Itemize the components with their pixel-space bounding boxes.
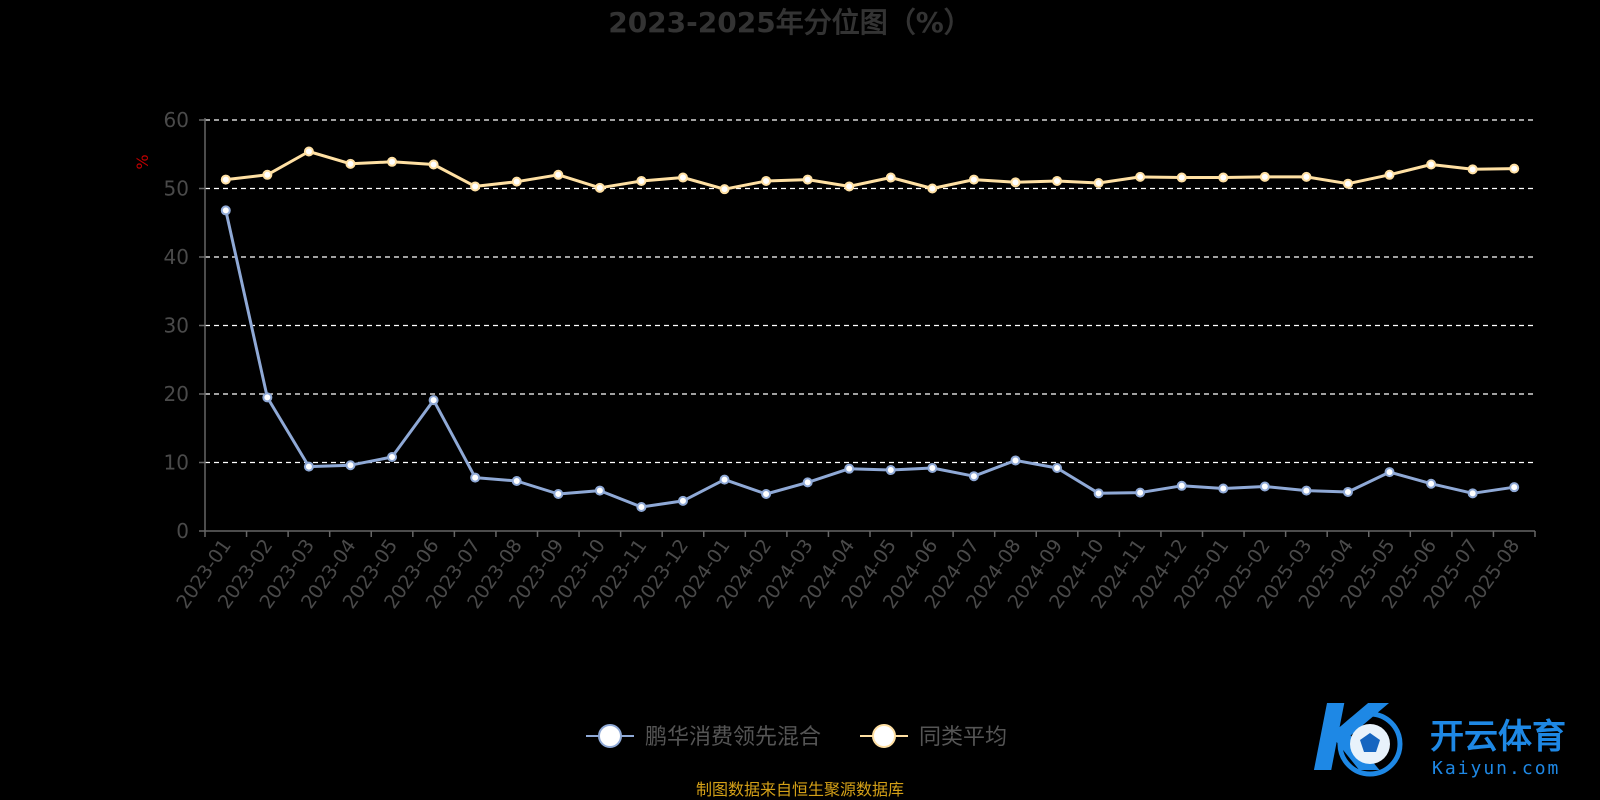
data-point-series-1[interactable]	[1426, 478, 1437, 489]
data-point-series-2[interactable]	[1467, 164, 1478, 175]
data-point-series-2[interactable]	[1093, 178, 1104, 189]
chart-title: 2023-2025年分位图（%）	[608, 6, 972, 39]
y-axis-ticks: 0 10 20 30 40 50 60	[164, 108, 205, 543]
data-point-series-1[interactable]	[885, 465, 896, 476]
data-point-series-1[interactable]	[387, 452, 398, 463]
data-point-series-1[interactable]	[594, 485, 605, 496]
data-point-series-1[interactable]	[511, 475, 522, 486]
data-point-series-2[interactable]	[428, 159, 439, 170]
data-point-series-2[interactable]	[594, 182, 605, 193]
data-point-series-2[interactable]	[1301, 171, 1312, 182]
data-point-series-1[interactable]	[553, 489, 564, 500]
data-point-series-2[interactable]	[220, 174, 231, 185]
data-point-series-1[interactable]	[968, 471, 979, 482]
data-point-series-2[interactable]	[1010, 177, 1021, 188]
data-point-series-1[interactable]	[927, 462, 938, 473]
kaiyun-logo-icon: K	[1312, 685, 1403, 792]
data-point-series-2[interactable]	[844, 181, 855, 192]
legend-label-series-2: 同类平均	[919, 725, 1007, 750]
data-source-note: 制图数据来自恒生聚源数据库	[696, 780, 904, 799]
y-axis-unit-label: %	[133, 154, 152, 169]
data-point-series-1[interactable]	[1467, 488, 1478, 499]
data-point-series-1[interactable]	[761, 489, 772, 500]
data-point-series-1[interactable]	[1093, 488, 1104, 499]
data-point-series-2[interactable]	[927, 183, 938, 194]
data-point-series-1[interactable]	[677, 495, 688, 506]
series-line-2	[225, 150, 1515, 191]
data-point-series-2[interactable]	[761, 175, 772, 186]
y-tick-label: 40	[164, 245, 189, 269]
data-point-series-2[interactable]	[387, 156, 398, 167]
data-point-series-1[interactable]	[470, 472, 481, 483]
data-point-series-1[interactable]	[1301, 485, 1312, 496]
data-point-series-1[interactable]	[719, 474, 730, 485]
watermark-text-cn: 开云体育	[1430, 717, 1566, 757]
data-point-series-2[interactable]	[719, 184, 730, 195]
data-point-series-1[interactable]	[303, 461, 314, 472]
grid-lines	[205, 119, 1535, 464]
data-point-series-1[interactable]	[1384, 467, 1395, 478]
series-line-1	[224, 210, 1515, 509]
watermark-logo: K 开云体育 Kaiyun.com	[1312, 685, 1566, 792]
data-point-series-2[interactable]	[262, 169, 273, 180]
legend-swatch-marker-series-1	[598, 724, 622, 748]
data-point-series-1[interactable]	[1218, 483, 1229, 494]
data-point-series-1[interactable]	[1509, 482, 1520, 493]
data-point-series-2[interactable]	[1384, 169, 1395, 180]
data-point-series-1[interactable]	[802, 477, 813, 488]
data-point-series-2[interactable]	[1509, 163, 1520, 174]
x-axis-ticks: 2023-012023-022023-032023-042023-052023-…	[172, 531, 1536, 613]
data-point-series-2[interactable]	[885, 172, 896, 183]
data-point-series-2[interactable]	[1135, 171, 1146, 182]
legend-swatch-marker-series-2	[872, 724, 896, 748]
data-point-series-2[interactable]	[511, 176, 522, 187]
data-point-series-2[interactable]	[636, 175, 647, 186]
watermark-text-en: Kaiyun.com	[1432, 758, 1560, 779]
data-point-series-2[interactable]	[345, 158, 356, 169]
data-point-series-1[interactable]	[1176, 480, 1187, 491]
legend-label-series-1: 鹏华消费领先混合	[645, 725, 821, 750]
data-point-series-2[interactable]	[1342, 178, 1353, 189]
data-point-series-1[interactable]	[1135, 487, 1146, 498]
y-tick-label: 0	[176, 519, 189, 543]
data-point-series-2[interactable]	[1052, 175, 1063, 186]
data-point-series-2[interactable]	[553, 169, 564, 180]
data-point-series-2[interactable]	[1218, 172, 1229, 183]
data-point-series-1[interactable]	[345, 460, 356, 471]
y-tick-label: 30	[164, 314, 189, 338]
data-point-series-1[interactable]	[1010, 455, 1021, 466]
legend-item-series-2[interactable]: 同类平均	[860, 724, 1007, 750]
data-point-series-2[interactable]	[470, 181, 481, 192]
legend-item-series-1[interactable]: 鹏华消费领先混合	[586, 724, 821, 750]
data-point-series-2[interactable]	[677, 172, 688, 183]
data-point-series-1[interactable]	[636, 502, 647, 513]
data-point-series-1[interactable]	[220, 205, 231, 216]
data-point-series-2[interactable]	[1259, 171, 1270, 182]
data-point-series-2[interactable]	[968, 174, 979, 185]
data-point-series-2[interactable]	[303, 146, 314, 157]
data-point-series-1[interactable]	[1342, 486, 1353, 497]
series-lines	[220, 146, 1520, 513]
y-tick-label: 20	[164, 382, 189, 406]
data-point-series-2[interactable]	[1426, 159, 1437, 170]
data-point-series-2[interactable]	[802, 174, 813, 185]
data-point-series-1[interactable]	[428, 395, 439, 406]
y-tick-label: 10	[164, 451, 189, 475]
y-tick-label: 50	[164, 177, 189, 201]
data-point-series-1[interactable]	[1052, 462, 1063, 473]
data-point-series-2[interactable]	[1176, 172, 1187, 183]
data-point-series-1[interactable]	[1259, 481, 1270, 492]
y-tick-label: 60	[164, 108, 189, 132]
data-point-series-1[interactable]	[844, 463, 855, 474]
legend[interactable]: 鹏华消费领先混合 同类平均	[586, 724, 1007, 750]
data-point-series-1[interactable]	[262, 392, 273, 403]
